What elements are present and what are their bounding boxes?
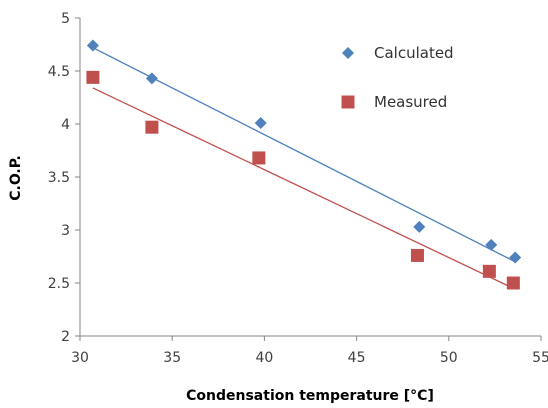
legend: Calculated Measured (341, 44, 454, 111)
trendlines (92, 47, 516, 289)
x-axis-title: Condensation temperature [°C] (186, 388, 434, 404)
y-tick-label: 2 (61, 329, 70, 345)
data-points (86, 39, 522, 290)
calculated-point (86, 39, 99, 52)
y-tick-label: 2.5 (48, 276, 70, 292)
y-tick-label: 3 (61, 223, 70, 239)
measured-point (86, 70, 100, 84)
calculated-point (254, 116, 267, 129)
x-tick-label: 50 (440, 350, 458, 366)
x-tick-label: 40 (255, 350, 273, 366)
x-axis-ticks: 30 35 40 45 50 55 (71, 336, 548, 366)
y-tick-label: 4.5 (48, 64, 70, 80)
x-tick-label: 30 (71, 350, 89, 366)
y-tick-label: 5 (61, 11, 70, 27)
plot-area (79, 18, 541, 337)
legend-label-calculated: Calculated (374, 44, 454, 62)
x-tick-label: 35 (163, 350, 181, 366)
calculated-point (145, 72, 158, 85)
calculated-point (509, 251, 522, 264)
legend-label-measured: Measured (374, 93, 447, 111)
measured-legend-marker (341, 95, 355, 109)
x-tick-label: 55 (532, 350, 548, 366)
calculated-point (413, 220, 426, 233)
measured-point (482, 264, 496, 278)
calculated-legend-marker (342, 47, 354, 59)
measured-trendline (92, 87, 514, 289)
measured-point (410, 248, 424, 262)
calculated-point (485, 238, 498, 251)
measured-point (252, 151, 266, 165)
y-axis-ticks: 2 2.5 3 3.5 4 4.5 5 (48, 11, 80, 345)
calculated-trendline (92, 47, 516, 263)
measured-point (506, 276, 520, 290)
measured-point (145, 120, 159, 134)
y-tick-label: 4 (61, 117, 70, 133)
y-tick-label: 3.5 (48, 170, 70, 186)
y-axis-title: C.O.P. (8, 155, 24, 201)
x-tick-label: 45 (348, 350, 366, 366)
